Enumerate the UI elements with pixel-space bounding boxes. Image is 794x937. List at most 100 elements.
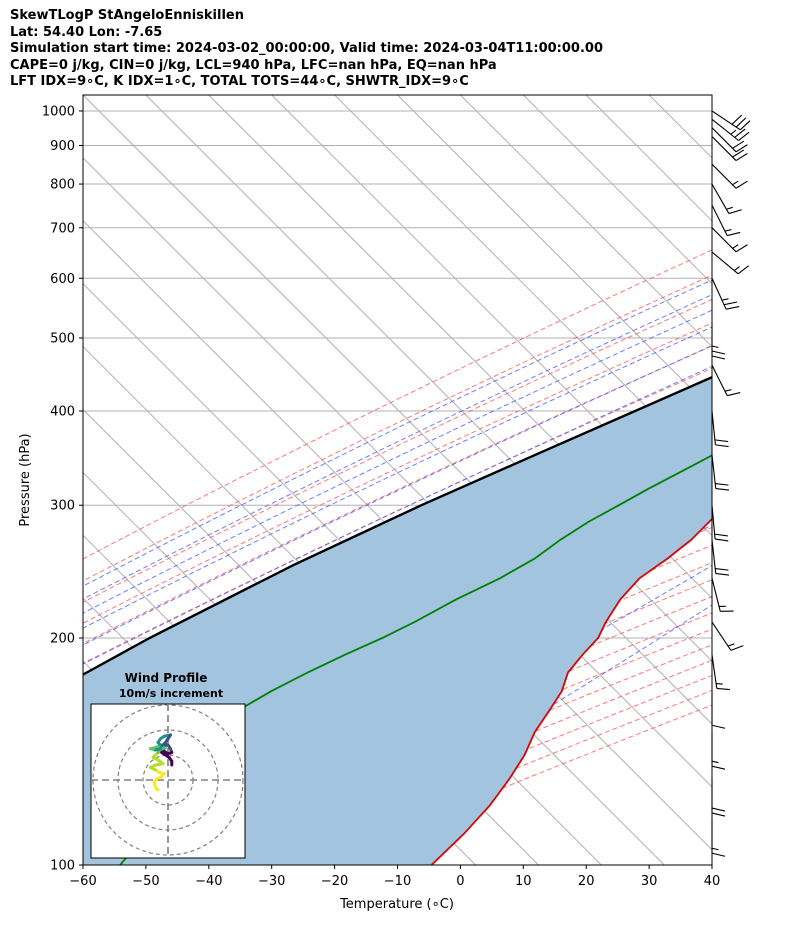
barb-half-flag	[721, 298, 729, 301]
x-tick-label: 40	[704, 874, 721, 889]
barb-flag	[711, 355, 726, 360]
isotherm-line	[460, 95, 712, 348]
barb-flag	[732, 140, 745, 149]
wind-barb	[711, 136, 748, 162]
isotherm-line	[522, 95, 712, 285]
wind-barb	[711, 691, 726, 729]
x-tick-label: 10	[515, 874, 532, 889]
wind-barb	[711, 204, 741, 237]
barb-staff	[711, 110, 741, 131]
isotherm-line	[83, 157, 712, 788]
hodograph-segment	[160, 751, 171, 759]
barb-staff	[711, 127, 737, 153]
barb-staff	[711, 365, 728, 396]
wind-barb	[711, 163, 748, 189]
isotherm-line	[711, 95, 712, 96]
barb-flag	[715, 572, 730, 576]
barb-staff	[711, 454, 717, 489]
barb-staff	[711, 204, 728, 236]
hodograph-inset: Wind Profile 10m/s increment	[90, 671, 246, 859]
moist-adiabat	[83, 309, 712, 614]
barb-flag	[725, 306, 740, 310]
wind-barb	[711, 365, 741, 397]
barb-flag	[735, 144, 748, 153]
isotherm-line	[397, 95, 712, 411]
y-tick-label: 900	[50, 139, 75, 154]
barb-staff	[711, 136, 737, 161]
x-tick-label: 30	[641, 874, 658, 889]
barb-flag	[737, 265, 750, 275]
wind-barb	[711, 454, 730, 491]
barb-staff	[711, 118, 739, 141]
barb-flag	[716, 687, 731, 691]
isotherm-line	[334, 95, 712, 474]
barb-flag	[739, 120, 751, 131]
barb-half-flag	[724, 229, 732, 232]
wind-barb	[711, 183, 742, 215]
wind-barb	[711, 539, 730, 576]
barb-staff	[711, 183, 730, 214]
barb-staff	[711, 410, 716, 445]
x-tick-label: −60	[69, 874, 96, 889]
barb-flag	[711, 852, 726, 857]
wind-barb	[711, 505, 729, 542]
wind-barb	[711, 110, 751, 131]
barb-half-flag	[716, 682, 723, 685]
barb-half-flag	[711, 760, 719, 764]
wind-barb	[711, 819, 726, 857]
moist-adiabat	[83, 279, 712, 587]
y-axis-label: Pressure (hPa)	[18, 433, 33, 526]
dry-adiabat	[83, 544, 712, 822]
wind-barb	[711, 321, 726, 360]
isotherm-line	[83, 220, 712, 851]
barb-flag	[727, 392, 741, 397]
barb-half-flag	[732, 180, 739, 186]
barb-flag	[731, 114, 743, 125]
barb-flag	[735, 180, 748, 189]
wind-barb	[711, 732, 726, 770]
isotherm-line	[83, 282, 665, 865]
y-tick-label: 700	[50, 221, 75, 236]
dry-adiabat	[83, 322, 712, 624]
y-tick-label: 400	[50, 405, 75, 420]
x-tick-label: −30	[258, 874, 285, 889]
barb-flag	[715, 483, 729, 486]
wind-barb	[711, 654, 731, 691]
barb-staff	[711, 278, 727, 310]
wind-barb	[711, 227, 748, 253]
barb-flag	[732, 149, 745, 158]
barb-staff	[711, 505, 716, 540]
barb-flag	[727, 231, 741, 237]
y-tick-label: 500	[50, 331, 75, 346]
barb-flag	[738, 131, 750, 141]
x-axis-label: Temperature (∘C)	[339, 897, 454, 912]
barb-staff	[711, 227, 737, 253]
x-tick-label: −40	[195, 874, 222, 889]
wind-barb	[711, 278, 740, 310]
hodograph-title: Wind Profile	[125, 671, 208, 685]
barb-staff	[711, 251, 739, 275]
x-tick-label: 20	[578, 874, 595, 889]
dry-adiabat	[83, 298, 712, 603]
barb-flag	[734, 128, 746, 138]
barb-half-flag	[733, 266, 740, 272]
barb-half-flag	[724, 389, 732, 392]
barb-staff	[711, 578, 721, 612]
chart-title: SkewTLogP StAngeloEnniskillen	[10, 8, 244, 23]
wind-barbs	[711, 110, 751, 857]
parcel-line	[83, 375, 712, 676]
barb-flag	[728, 209, 742, 215]
barb-half-flag	[711, 847, 719, 851]
time-line: Simulation start time: 2024-03-02_00:00:…	[10, 41, 603, 56]
barb-staff	[711, 539, 717, 574]
barb-flag	[735, 244, 748, 253]
barb-flag	[711, 765, 726, 770]
barb-flag	[714, 439, 729, 443]
moist-adiabat	[83, 345, 712, 646]
y-tick-label: 800	[50, 178, 75, 193]
barb-flag	[715, 568, 729, 571]
dry-adiabat	[83, 249, 712, 560]
x-axis-ticks: −60 −50 −40 −30 −20 −10 0 10 20 30 40	[69, 865, 720, 889]
wind-barb	[711, 410, 729, 448]
